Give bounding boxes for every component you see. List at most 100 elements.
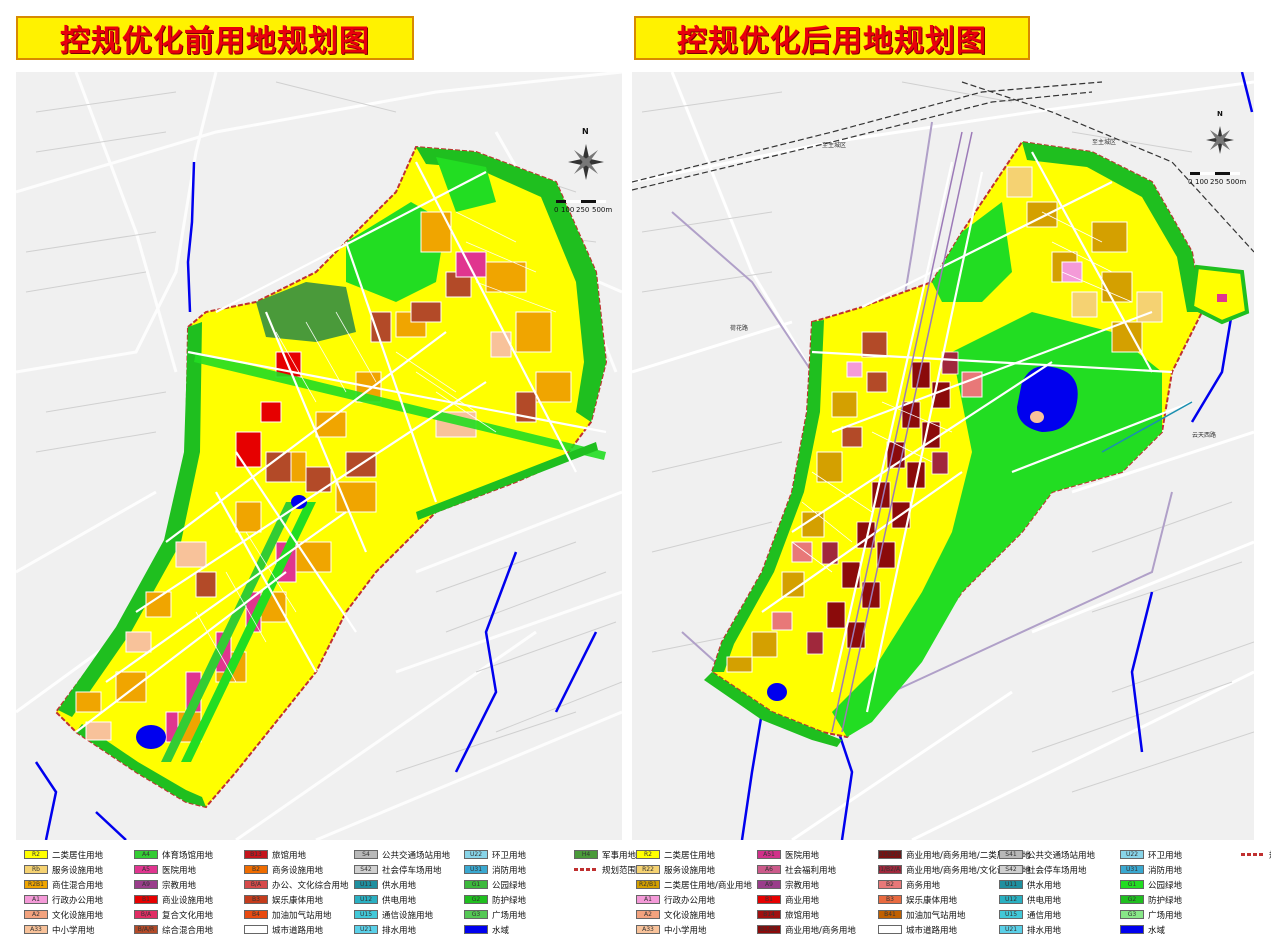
legend-swatch: B13 bbox=[244, 850, 268, 859]
legend-item: U12 供电用地 bbox=[354, 893, 416, 906]
north-label-after: N bbox=[1217, 110, 1223, 118]
legend-item: U21 排水用地 bbox=[354, 923, 416, 936]
svg-text:100: 100 bbox=[561, 206, 574, 214]
legend-item: B4 加油加气站用地 bbox=[244, 908, 332, 921]
before-plan-map: N 0 100 250 500m bbox=[16, 72, 622, 840]
legend-label: 公共交通场站用地 bbox=[1027, 850, 1096, 861]
legend-code: B3 bbox=[886, 896, 894, 903]
legend-label: 供水用地 bbox=[382, 880, 417, 891]
legend-item: A33 中小学用地 bbox=[24, 923, 95, 936]
legend-code: B1 bbox=[142, 896, 150, 903]
after-plan-title-box: 控规优化后用地规划图 bbox=[634, 16, 1030, 60]
legend-label: 军事用地 bbox=[602, 850, 637, 861]
legend-label: 医院用地 bbox=[162, 865, 197, 876]
legend-code: U22 bbox=[469, 851, 483, 858]
legend-swatch: U21 bbox=[999, 925, 1023, 934]
legend-code: B2 bbox=[252, 866, 260, 873]
legend-label: 综合混合用地 bbox=[162, 925, 214, 936]
legend-code: B41 bbox=[884, 911, 896, 918]
legend-label: 服务设施用地 bbox=[664, 865, 716, 876]
legend-swatch: B/A/R bbox=[134, 925, 158, 934]
legend-item: G1 公园绿地 bbox=[1120, 878, 1182, 891]
legend-label: 社会停车场用地 bbox=[1027, 865, 1087, 876]
legend-code: S42 bbox=[360, 866, 372, 873]
legend-item: S42 社会停车场用地 bbox=[999, 863, 1087, 876]
legend-item: G2 防护绿地 bbox=[464, 893, 526, 906]
legend-code: G3 bbox=[471, 911, 481, 918]
legend-item: U15 通信设施用地 bbox=[354, 908, 433, 921]
legend-item: R2 二类居住用地 bbox=[636, 848, 715, 861]
legend-swatch: B1 bbox=[134, 895, 158, 904]
legend-code: R2 bbox=[32, 851, 40, 858]
legend-swatch: A1 bbox=[636, 895, 660, 904]
legend-label: 通信用地 bbox=[1027, 910, 1062, 921]
legend-label: 体育场馆用地 bbox=[162, 850, 214, 861]
legend-swatch: U22 bbox=[464, 850, 488, 859]
legend-swatch: U15 bbox=[354, 910, 378, 919]
legend-label: 商业用地 bbox=[785, 895, 820, 906]
after-plan-legend: R2 二类居住用地 R22 服务设施用地 R2/B1 二类居住用地/商业用地 A1 行政办公用… bbox=[636, 848, 1271, 944]
legend-item: 水域 bbox=[464, 923, 509, 936]
legend-item: G3 广场用地 bbox=[1120, 908, 1182, 921]
legend-code: U12 bbox=[1004, 896, 1018, 903]
legend-swatch: S42 bbox=[999, 865, 1023, 874]
legend-item: U21 排水用地 bbox=[999, 923, 1061, 936]
legend-swatch: B/A bbox=[244, 880, 268, 889]
legend-swatch: R2 bbox=[636, 850, 660, 859]
legend-swatch: U11 bbox=[999, 880, 1023, 889]
legend-label: 医院用地 bbox=[785, 850, 820, 861]
legend-item: A6 社会福利用地 bbox=[757, 863, 836, 876]
scale-bar-after: 0 100 250 500m bbox=[1188, 172, 1246, 186]
legend-code: U21 bbox=[359, 926, 373, 933]
legend-item: R22 服务设施用地 bbox=[636, 863, 715, 876]
legend-item: B/A/R 综合混合用地 bbox=[134, 923, 213, 936]
legend-item: U11 供水用地 bbox=[999, 878, 1061, 891]
legend-swatch: A33 bbox=[24, 925, 48, 934]
legend-swatch bbox=[244, 925, 268, 934]
after-plan-panel: 控规优化后用地规划图 bbox=[630, 0, 1271, 947]
legend-label: 加油加气站用地 bbox=[272, 910, 332, 921]
legend-swatch: U31 bbox=[464, 865, 488, 874]
legend-item: A9 宗教用地 bbox=[757, 878, 819, 891]
legend-code: A9 bbox=[765, 881, 773, 888]
legend-label: 环卫用地 bbox=[1148, 850, 1183, 861]
legend-swatch bbox=[574, 868, 598, 871]
legend-item: B1/B2/R 商业用地/商务用地/二类居住用地 bbox=[878, 848, 1031, 861]
legend-swatch: G2 bbox=[1120, 895, 1144, 904]
legend-item: A1 行政办公用地 bbox=[24, 893, 103, 906]
legend-item: B/A 办公、文化综合用地 bbox=[244, 878, 349, 891]
legend-code: G1 bbox=[471, 881, 481, 888]
legend-swatch: B41 bbox=[878, 910, 902, 919]
legend-swatch: A2 bbox=[636, 910, 660, 919]
svg-text:至主城区: 至主城区 bbox=[1092, 138, 1116, 146]
legend-label: 公园绿地 bbox=[1148, 880, 1183, 891]
legend-code: U31 bbox=[1125, 866, 1139, 873]
legend-item: G3 广场用地 bbox=[464, 908, 526, 921]
before-plan-legend: R2 二类居住用地 Rb 服务设施用地 R2B1 商住混合用地 A1 行政办公用地 A2 文化设施… bbox=[24, 848, 636, 944]
legend-item: B13 旅馆用地 bbox=[244, 848, 306, 861]
legend-code: S42 bbox=[1005, 866, 1017, 873]
legend-code: A51 bbox=[763, 851, 775, 858]
legend-item: B1/B2 商业用地/商务用地 bbox=[757, 923, 856, 936]
legend-code: B14 bbox=[763, 911, 775, 918]
north-arrow-icon bbox=[568, 144, 604, 180]
legend-code: B/A/R bbox=[137, 926, 155, 933]
legend-item: 城市道路用地 bbox=[878, 923, 957, 936]
legend-label: 中小学用地 bbox=[52, 925, 95, 936]
legend-item: R2/B1 二类居住用地/商业用地 bbox=[636, 878, 752, 891]
legend-item: A5 医院用地 bbox=[134, 863, 196, 876]
legend-label: 复合文化用地 bbox=[162, 910, 214, 921]
legend-swatch: B14 bbox=[757, 910, 781, 919]
legend-item: B3 娱乐康体用地 bbox=[878, 893, 957, 906]
legend-item: 水域 bbox=[1120, 923, 1165, 936]
legend-code: B1/B2 bbox=[760, 926, 778, 933]
legend-code: A33 bbox=[30, 926, 42, 933]
legend-code: B4 bbox=[252, 911, 260, 918]
legend-item: B1 商业用地 bbox=[757, 893, 819, 906]
legend-item: U22 环卫用地 bbox=[464, 848, 526, 861]
river-line bbox=[186, 161, 196, 313]
legend-code: A2 bbox=[644, 911, 652, 918]
legend-item: B3 娱乐康体用地 bbox=[244, 893, 323, 906]
legend-label: 商住混合用地 bbox=[52, 880, 104, 891]
legend-item: S41 公共交通场站用地 bbox=[999, 848, 1095, 861]
